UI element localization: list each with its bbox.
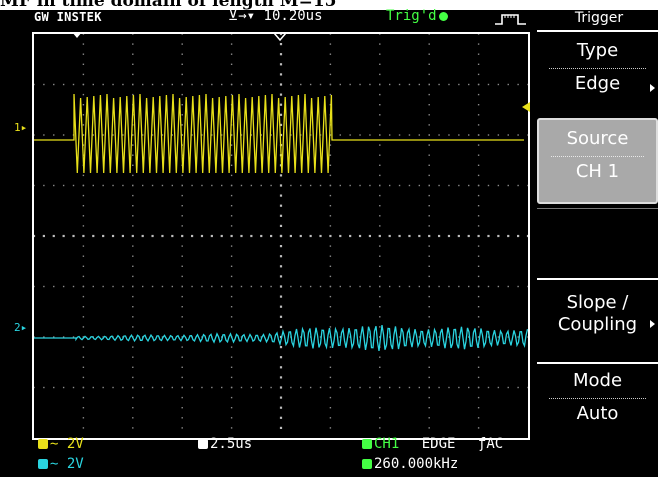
ch1-badge-icon [38, 439, 48, 449]
ch1-ground-marker: 1▸ [14, 121, 28, 134]
ch1-scale-value: ∼ 2V [50, 436, 84, 452]
horizontal-position-readout: ⊻→▾ 10.20us [228, 8, 323, 24]
horizontal-position-marker [273, 32, 287, 42]
frequency-readout: 260.000kHz [362, 456, 458, 472]
ch2-scale-value: ∼ 2V [50, 456, 84, 472]
mode-label: Mode [572, 370, 623, 391]
ch1-trace [34, 93, 524, 174]
trig-type-value: EDGE [421, 436, 456, 452]
trig-coupling-value: ƒAC [477, 436, 504, 452]
graticule [34, 34, 528, 429]
waveform-area [32, 32, 530, 440]
ch2-marker-label: 2 [14, 321, 21, 334]
source-label: Source [566, 128, 629, 149]
mode-separator [549, 398, 646, 399]
waveform-svg [34, 34, 528, 429]
rising-pulse-icon [495, 14, 526, 25]
trigger-position-marker [72, 32, 82, 38]
empty-softkey [537, 208, 658, 274]
trig-source-badge-icon [362, 439, 372, 449]
menu-title: Trigger [574, 10, 624, 26]
ch2-trace [34, 324, 528, 352]
type-button[interactable]: Type Edge [537, 30, 658, 114]
timebase-readout: 2.5us [198, 436, 252, 452]
frequency-value: 260.000kHz [374, 456, 459, 472]
chevron-right-icon [650, 320, 655, 328]
source-separator [550, 156, 645, 157]
timebase-badge-icon [198, 439, 208, 449]
trigger-level-marker [522, 102, 530, 112]
trig-source-value: CH1 [374, 436, 400, 452]
mode-value: Auto [576, 403, 619, 424]
ch2-ground-marker: 2▸ [14, 321, 28, 334]
trig-dot-icon [438, 11, 448, 21]
slope-label-line2: Coupling [557, 314, 638, 335]
slope-label-line1: Slope / [566, 292, 629, 313]
chevron-right-icon [650, 84, 655, 92]
type-label: Type [576, 40, 619, 61]
brand-logo: GW INSTEK [34, 10, 102, 24]
type-separator [549, 68, 646, 69]
frequency-badge-icon [362, 459, 372, 469]
ch1-scale-readout: ∼ 2V [38, 436, 84, 452]
type-value: Edge [574, 73, 621, 94]
ch2-scale-readout: ∼ 2V [38, 456, 84, 472]
trigger-status: Trig'd [386, 8, 448, 24]
source-value: CH 1 [575, 161, 620, 182]
mode-button[interactable]: Mode Auto [537, 362, 658, 440]
ch1-marker-label: 1 [14, 121, 21, 134]
source-button[interactable]: Source CH 1 [537, 118, 658, 204]
slope-coupling-button[interactable]: Slope / Coupling [537, 278, 658, 364]
oscilloscope-display: GW INSTEK ⊻→▾ 10.20us Trig'd Trigger 1▸ … [0, 8, 658, 477]
trigger-info-readout: CH1 EDGE ƒAC [362, 436, 503, 452]
trigger-status-label: Trig'd [386, 8, 437, 24]
figure-caption: MF in time domain of length M=15 [0, 0, 337, 10]
ch2-badge-icon [38, 459, 48, 469]
timebase-value: 2.5us [210, 436, 253, 452]
